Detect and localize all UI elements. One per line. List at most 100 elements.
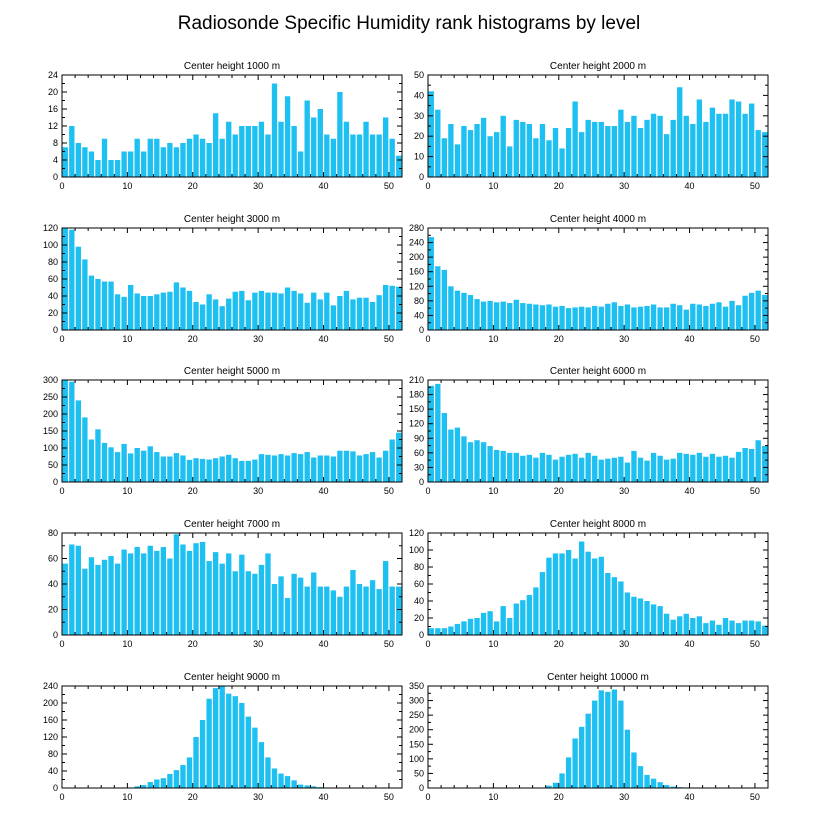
histogram-bar (389, 586, 395, 635)
panel-title: Center height 6000 m (550, 366, 646, 377)
histogram-bar (644, 774, 650, 788)
histogram-bar (546, 304, 552, 330)
x-tick-label: 30 (619, 639, 629, 649)
y-tick-label: 0 (419, 172, 424, 182)
histogram-bar (284, 287, 291, 330)
y-tick-label: 0 (53, 630, 58, 640)
histogram-bar (709, 303, 716, 330)
histogram-bar (428, 385, 434, 482)
histogram-bar (448, 123, 454, 177)
histogram-bar (147, 138, 153, 177)
histogram-bar (748, 448, 755, 482)
x-tick-label: 50 (750, 792, 760, 802)
histogram-bar (729, 620, 735, 635)
histogram-bar (101, 281, 108, 330)
histogram-bar (762, 132, 768, 177)
y-tick-label: 60 (48, 274, 58, 284)
y-tick-label: 50 (414, 768, 424, 778)
histogram-bar (212, 113, 219, 177)
y-tick-label: 80 (48, 528, 58, 538)
histogram-bar (461, 126, 467, 177)
histogram-panel-6: Center height 6000 m 0 10 20 30 40 50 0 30 60 90 12… (409, 366, 769, 496)
histogram-bar (199, 304, 206, 330)
histogram-bar (369, 301, 376, 330)
histogram-bar (311, 786, 317, 788)
histogram-bar (101, 559, 108, 635)
histogram-bar (239, 460, 245, 482)
figure-title: Radiosonde Specific Humidity rank histog… (178, 13, 641, 34)
histogram-bar (376, 295, 382, 330)
x-tick-label: 50 (750, 181, 760, 191)
histogram-bar (363, 121, 369, 177)
histogram-bar (193, 134, 199, 177)
histogram-bar (206, 561, 212, 635)
y-tick-label: 80 (48, 257, 58, 267)
histogram-bar (82, 417, 88, 482)
histogram-bar (134, 786, 140, 788)
histogram-bar (507, 452, 513, 482)
x-tick-label: 40 (319, 181, 329, 191)
panel-title: Center height 8000 m (550, 519, 646, 530)
histogram-bar (127, 553, 134, 635)
histogram-bar (369, 580, 376, 635)
histogram-bar (605, 691, 611, 788)
histogram-bar (572, 738, 578, 788)
histogram-bar (284, 598, 291, 635)
histogram-bar (134, 448, 140, 482)
y-tick-label: 280 (409, 223, 424, 233)
histogram-bar (585, 713, 591, 788)
histogram-bar (147, 446, 153, 482)
histogram-bar (160, 456, 167, 482)
histogram-bar (226, 693, 232, 788)
histogram-bar (592, 121, 598, 177)
histogram-bar (487, 446, 493, 482)
histogram-bar (559, 305, 565, 330)
histogram-bar (186, 138, 193, 177)
y-tick-label: 180 (409, 390, 424, 400)
histogram-bar (690, 123, 696, 177)
histogram-bar (520, 600, 526, 635)
histogram-bar (271, 584, 278, 635)
histogram-bar (278, 121, 284, 177)
x-tick-label: 30 (253, 639, 263, 649)
histogram-bar (226, 454, 232, 482)
histogram-bar (513, 603, 519, 635)
y-tick-label: 50 (414, 70, 424, 80)
y-tick-label: 0 (419, 477, 424, 487)
histogram-bar (271, 768, 278, 788)
x-tick-label: 10 (488, 334, 498, 344)
histogram-bar (193, 458, 199, 482)
x-tick-label: 50 (384, 486, 394, 496)
x-tick-label: 50 (384, 639, 394, 649)
y-tick-label: 120 (43, 732, 58, 742)
y-tick-label: 200 (409, 252, 424, 262)
histogram-bar (88, 557, 95, 635)
histogram-bar (317, 109, 323, 177)
y-tick-label: 300 (409, 696, 424, 706)
histogram-bar (507, 146, 513, 177)
y-tick-label: 250 (409, 710, 424, 720)
x-tick-label: 30 (253, 792, 263, 802)
y-tick-label: 80 (414, 296, 424, 306)
histogram-bar (297, 577, 304, 636)
x-tick-label: 20 (554, 792, 564, 802)
x-tick-label: 20 (188, 334, 198, 344)
histogram-bar (428, 91, 434, 177)
panel-title: Center height 4000 m (550, 214, 646, 225)
histogram-bar (735, 451, 742, 482)
histogram-bar (147, 545, 153, 635)
histogram-bar (533, 138, 539, 177)
x-tick-label: 30 (253, 334, 263, 344)
histogram-bar (454, 623, 461, 635)
histogram-bar (252, 727, 258, 788)
histogram-bar (62, 563, 68, 635)
histogram-bar (624, 592, 631, 635)
histogram-bar (729, 457, 735, 482)
panel-title: Center height 9000 m (184, 672, 280, 683)
x-tick-label: 40 (685, 792, 695, 802)
histogram-bar (219, 306, 225, 330)
histogram-bar (637, 457, 644, 482)
y-tick-label: 60 (48, 554, 58, 564)
histogram-bar (650, 778, 657, 788)
histogram-bar (173, 770, 180, 788)
